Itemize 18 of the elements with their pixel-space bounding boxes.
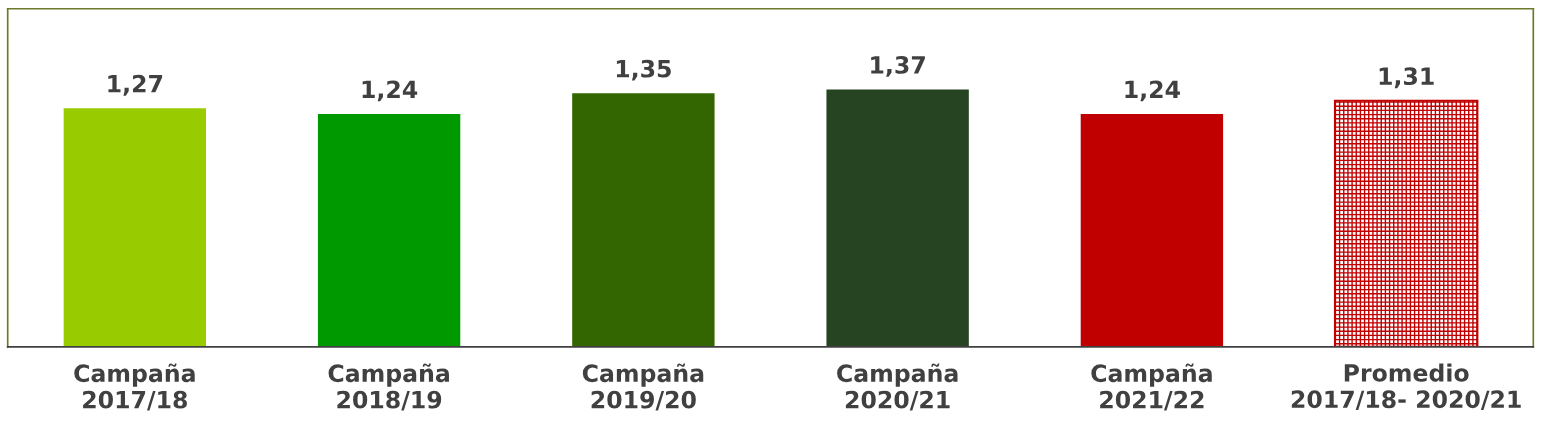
data-label: 1,24: [362, 80, 418, 102]
bar: [63, 108, 207, 347]
bar: [317, 113, 461, 347]
bar: [826, 89, 969, 347]
x-tick-label: Campaña 2021/22: [1091, 363, 1212, 411]
data-label: 1,27: [108, 74, 163, 96]
x-tick-label: Promedio 2017/18- 2020/21: [1291, 363, 1521, 411]
x-tick-label: Campaña 2017/18: [74, 363, 195, 411]
bar: [1333, 99, 1479, 347]
bar: [1080, 113, 1224, 347]
x-tick-label: Campaña 2018/19: [328, 363, 449, 411]
data-label: 1,35: [616, 59, 671, 81]
data-label: 1,37: [871, 55, 925, 77]
data-label: 1,31: [1379, 67, 1434, 89]
bar: [572, 93, 715, 347]
x-tick-label: Campaña 2019/20: [582, 363, 704, 411]
x-tick-label: Campaña 2020/21: [837, 363, 958, 411]
data-label: 1,24: [1125, 80, 1180, 102]
